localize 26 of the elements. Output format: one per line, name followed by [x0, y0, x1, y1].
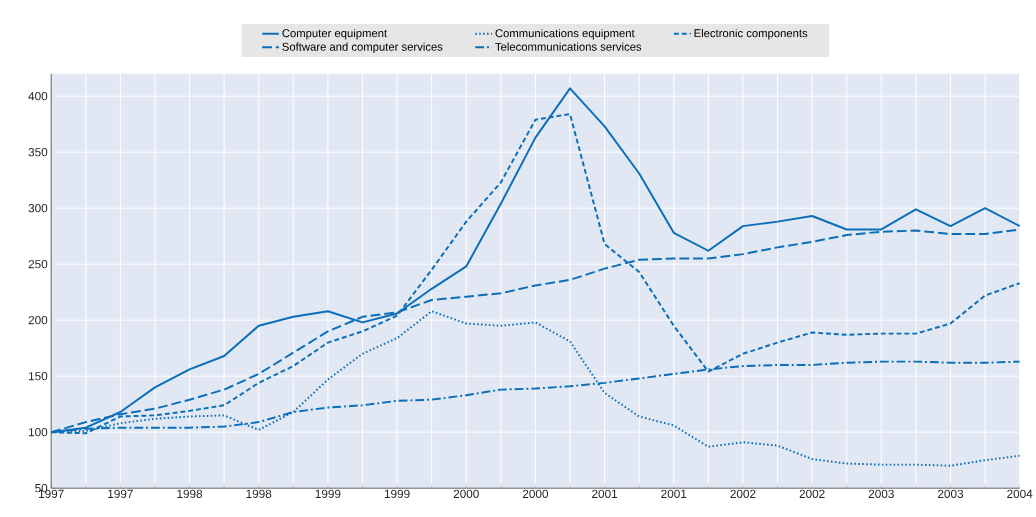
x-tick-label: 1998	[177, 489, 203, 499]
y-tick-label: 300	[28, 204, 48, 213]
legend-label: Software and computer services	[282, 42, 443, 54]
x-tick-label: 1998	[246, 489, 272, 499]
x-tick-label: 2003	[937, 489, 964, 499]
legend-label: Communications equipment	[495, 29, 635, 40]
x-tick-label: 2002	[730, 489, 756, 499]
x-tick-label: 2000	[453, 489, 479, 499]
x-tick-label: 2004	[1007, 489, 1033, 499]
legend-label: Telecommunications services	[495, 42, 642, 51]
legend-label: Electronic components	[694, 29, 808, 40]
x-tick-label: 2000	[522, 489, 549, 499]
y-tick-label: 400	[28, 92, 48, 101]
legend-label: Computer equipment	[282, 29, 388, 40]
x-tick-label: 1999	[315, 489, 341, 499]
x-tick-label: 2001	[661, 489, 687, 499]
x-tick-label: 2003	[868, 489, 894, 499]
y-tick-label: 150	[28, 372, 48, 381]
x-tick-label: 2001	[592, 489, 618, 499]
y-tick-label: 250	[28, 260, 48, 269]
y-tick-label: 100	[28, 428, 48, 437]
x-tick-label: 2002	[799, 489, 825, 499]
x-tick-label: 1999	[384, 489, 410, 499]
y-tick-label: 200	[28, 316, 48, 325]
x-tick-label: 1997	[108, 489, 133, 499]
y-tick-label: 350	[28, 148, 48, 157]
